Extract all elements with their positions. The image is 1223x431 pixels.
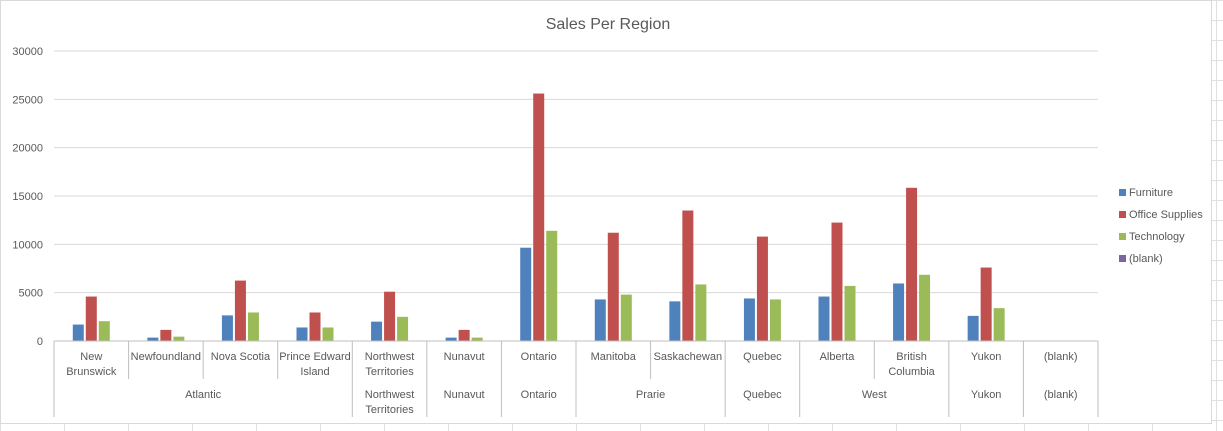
x-axis: New Brunswick Newfoundland Nova Scotia Princ…: [53, 340, 1099, 417]
bar-furniture[interactable]: [669, 301, 681, 341]
x-group-label: Atlantic: [185, 389, 222, 401]
x-category-label: Nunavut: [444, 351, 485, 363]
x-category-label: (blank): [1044, 351, 1078, 363]
bar-technology[interactable]: [695, 284, 707, 341]
bar-technology[interactable]: [919, 274, 931, 341]
bar-office-supplies[interactable]: [85, 296, 97, 341]
gridlines: [54, 50, 1098, 294]
bar-technology[interactable]: [844, 285, 856, 341]
bar-office-supplies[interactable]: [309, 312, 321, 341]
bar-furniture[interactable]: [147, 337, 159, 341]
x-category-label: Brunswick: [66, 366, 117, 378]
bar-technology[interactable]: [620, 294, 632, 341]
y-tick-label: 0: [37, 336, 43, 348]
bar-furniture[interactable]: [743, 298, 755, 341]
bar-technology[interactable]: [397, 316, 409, 341]
x-group-label: Quebec: [743, 389, 782, 401]
bar-furniture[interactable]: [72, 324, 84, 341]
bar-furniture[interactable]: [445, 337, 457, 341]
x-category-label: Saskachewan: [654, 351, 723, 363]
y-tick-label: 30000: [12, 46, 43, 58]
bar-office-supplies[interactable]: [533, 93, 545, 342]
x-category-label: Nova Scotia: [211, 351, 271, 363]
x-group-label: Prarie: [636, 389, 665, 401]
chart-plot: Sales Per Region 0 5000 10000 15000 20000 250…: [12, 16, 1203, 417]
legend-entry[interactable]: (blank): [1129, 253, 1163, 265]
x-group-label: Territories: [365, 404, 414, 416]
bar-technology[interactable]: [546, 230, 558, 341]
bar-furniture[interactable]: [967, 315, 979, 341]
x-group-label: West: [862, 389, 887, 401]
bar-office-supplies[interactable]: [906, 187, 918, 341]
bar-office-supplies[interactable]: [756, 236, 768, 341]
legend: Furniture Office Supplies Technology (blank…: [1119, 187, 1203, 265]
chart-area[interactable]: Sales Per Region 0 5000 10000 15000 20000 250…: [0, 0, 1212, 424]
bar-office-supplies[interactable]: [160, 329, 172, 341]
legend-entry[interactable]: Furniture: [1129, 187, 1173, 199]
bar-office-supplies[interactable]: [980, 267, 992, 341]
x-category-label: Yukon: [971, 351, 1002, 363]
x-category-label: Ontario: [521, 351, 557, 363]
y-tick-label: 5000: [19, 288, 43, 300]
bar-furniture[interactable]: [371, 321, 383, 341]
bar-technology[interactable]: [993, 308, 1005, 341]
x-category-label: Territories: [365, 366, 414, 378]
x-category-label: British: [896, 351, 927, 363]
bar-furniture[interactable]: [893, 283, 905, 341]
bar-furniture[interactable]: [818, 296, 830, 341]
x-group-label: (blank): [1044, 389, 1078, 401]
legend-swatch: [1119, 233, 1126, 240]
x-category-label: Columbia: [888, 366, 935, 378]
bar-office-supplies[interactable]: [458, 329, 470, 341]
bar-office-supplies[interactable]: [831, 222, 843, 341]
legend-swatch: [1119, 189, 1126, 196]
bar-office-supplies[interactable]: [607, 232, 619, 341]
bar-furniture[interactable]: [594, 299, 606, 341]
bar-technology[interactable]: [98, 321, 110, 341]
x-category-label: Alberta: [820, 351, 856, 363]
x-category-label: Manitoba: [591, 351, 637, 363]
bar-furniture[interactable]: [296, 327, 308, 341]
x-category-label: Newfoundland: [131, 351, 201, 363]
bar-furniture[interactable]: [520, 247, 532, 341]
bar-technology[interactable]: [322, 327, 334, 341]
x-group-label: Ontario: [521, 389, 557, 401]
bar-technology[interactable]: [247, 312, 259, 341]
y-tick-label: 10000: [12, 239, 43, 251]
x-category-label: Island: [300, 366, 329, 378]
y-tick-label: 15000: [12, 191, 43, 203]
bar-furniture[interactable]: [221, 315, 233, 341]
bar-office-supplies[interactable]: [384, 291, 396, 341]
x-category-label: New: [80, 351, 102, 363]
legend-entry[interactable]: Technology: [1129, 231, 1185, 243]
chart-title: Sales Per Region: [546, 16, 671, 33]
x-category-label: Prince Edward: [279, 351, 351, 363]
bar-office-supplies[interactable]: [234, 280, 246, 341]
x-category-label: Northwest: [365, 351, 415, 363]
x-group-label: Northwest: [365, 389, 415, 401]
legend-swatch: [1119, 211, 1126, 218]
x-category-label: Quebec: [743, 351, 782, 363]
bar-office-supplies[interactable]: [682, 210, 694, 342]
bar-technology[interactable]: [173, 336, 185, 341]
x-group-label: Nunavut: [444, 389, 485, 401]
bar-technology[interactable]: [471, 337, 483, 341]
legend-entry[interactable]: Office Supplies: [1129, 209, 1203, 221]
x-group-label: Yukon: [971, 389, 1002, 401]
y-tick-label: 25000: [12, 94, 43, 106]
bar-technology[interactable]: [769, 299, 781, 341]
y-tick-label: 20000: [12, 143, 43, 155]
y-axis-tick-labels: 0 5000 10000 15000 20000 25000 30000: [12, 46, 43, 348]
bars: [72, 93, 1005, 342]
legend-swatch: [1119, 255, 1126, 262]
